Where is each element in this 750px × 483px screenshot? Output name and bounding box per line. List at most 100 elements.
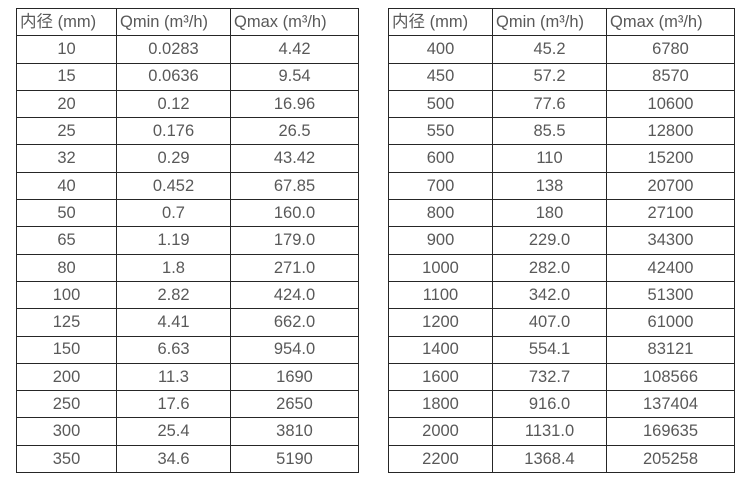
cell-qmax: 662.0: [230, 308, 359, 337]
cell-inner-diameter: 40: [16, 171, 117, 201]
cell-inner-diameter: 250: [16, 390, 117, 419]
table-row: 900 229.0 34300: [388, 226, 735, 255]
cell-qmin: 0.7: [116, 199, 231, 228]
flow-rate-table-large-diameters: 内径 (mm) Qmin (m³/h) Qmax (m³/h) 400 45.2 6…: [388, 7, 735, 474]
header-qmin: Qmin (m³/h): [492, 7, 607, 37]
cell-qmax: 5190: [230, 444, 359, 474]
cell-qmax: 67.85: [230, 171, 359, 201]
cell-qmax: 2650: [230, 390, 359, 419]
cell-qmax: 160.0: [230, 199, 359, 228]
cell-qmin: 2.82: [116, 280, 231, 310]
cell-inner-diameter: 1800: [388, 390, 493, 419]
cell-qmax: 43.42: [230, 144, 359, 173]
table-header-row: 内径 (mm) Qmin (m³/h) Qmax (m³/h): [388, 7, 735, 37]
cell-qmin: 180: [492, 199, 607, 228]
cell-qmin: 0.12: [116, 89, 231, 119]
cell-qmin: 1368.4: [492, 444, 607, 474]
cell-inner-diameter: 1200: [388, 308, 493, 337]
cell-qmin: 34.6: [116, 444, 231, 474]
cell-qmin: 45.2: [492, 35, 607, 64]
header-inner-diameter: 内径 (mm): [16, 7, 117, 37]
cell-inner-diameter: 25: [16, 117, 117, 146]
cell-qmax: 6780: [606, 35, 735, 64]
table-header-row: 内径 (mm) Qmin (m³/h) Qmax (m³/h): [16, 7, 359, 37]
table-row: 125 4.41 662.0: [16, 308, 359, 337]
cell-qmax: 108566: [606, 362, 735, 392]
cell-inner-diameter: 80: [16, 253, 117, 282]
cell-inner-diameter: 2000: [388, 417, 493, 446]
table-row: 65 1.19 179.0: [16, 226, 359, 255]
table-row: 32 0.29 43.42: [16, 144, 359, 173]
cell-inner-diameter: 500: [388, 89, 493, 119]
table-row: 1000 282.0 42400: [388, 253, 735, 282]
cell-qmax: 4.42: [230, 35, 359, 64]
cell-inner-diameter: 65: [16, 226, 117, 255]
cell-qmin: 6.63: [116, 335, 231, 364]
cell-inner-diameter: 1000: [388, 253, 493, 282]
cell-inner-diameter: 900: [388, 226, 493, 255]
cell-qmin: 342.0: [492, 280, 607, 310]
cell-qmax: 20700: [606, 171, 735, 201]
cell-qmin: 0.29: [116, 144, 231, 173]
cell-inner-diameter: 1600: [388, 362, 493, 392]
cell-qmax: 205258: [606, 444, 735, 474]
cell-inner-diameter: 50: [16, 199, 117, 228]
table-row: 1200 407.0 61000: [388, 308, 735, 337]
cell-inner-diameter: 32: [16, 144, 117, 173]
table-row: 250 17.6 2650: [16, 390, 359, 419]
table-row: 800 180 27100: [388, 199, 735, 228]
cell-qmin: 85.5: [492, 117, 607, 146]
cell-inner-diameter: 1400: [388, 335, 493, 364]
table-row: 300 25.4 3810: [16, 417, 359, 446]
cell-qmin: 0.452: [116, 171, 231, 201]
cell-qmin: 57.2: [492, 62, 607, 91]
cell-inner-diameter: 300: [16, 417, 117, 446]
table-row: 350 34.6 5190: [16, 444, 359, 474]
table-row: 100 2.82 424.0: [16, 280, 359, 310]
table-row: 600 110 15200: [388, 144, 735, 173]
table-row: 400 45.2 6780: [388, 35, 735, 64]
cell-qmin: 732.7: [492, 362, 607, 392]
cell-qmax: 26.5: [230, 117, 359, 146]
cell-inner-diameter: 10: [16, 35, 117, 64]
header-qmax: Qmax (m³/h): [230, 7, 359, 37]
cell-qmax: 954.0: [230, 335, 359, 364]
cell-inner-diameter: 1100: [388, 280, 493, 310]
cell-qmin: 1.8: [116, 253, 231, 282]
cell-qmin: 17.6: [116, 390, 231, 419]
cell-inner-diameter: 400: [388, 35, 493, 64]
cell-qmax: 9.54: [230, 62, 359, 91]
cell-qmin: 0.0283: [116, 35, 231, 64]
table-row: 550 85.5 12800: [388, 117, 735, 146]
cell-qmax: 137404: [606, 390, 735, 419]
table-row: 1100 342.0 51300: [388, 280, 735, 310]
cell-qmax: 16.96: [230, 89, 359, 119]
header-qmax: Qmax (m³/h): [606, 7, 735, 37]
cell-qmax: 12800: [606, 117, 735, 146]
cell-qmin: 407.0: [492, 308, 607, 337]
cell-inner-diameter: 800: [388, 199, 493, 228]
table-row: 50 0.7 160.0: [16, 199, 359, 228]
cell-qmax: 10600: [606, 89, 735, 119]
cell-qmax: 271.0: [230, 253, 359, 282]
table-row: 2000 1131.0 169635: [388, 417, 735, 446]
table-row: 20 0.12 16.96: [16, 89, 359, 119]
cell-qmin: 110: [492, 144, 607, 173]
header-qmin: Qmin (m³/h): [116, 7, 231, 37]
cell-inner-diameter: 20: [16, 89, 117, 119]
cell-qmax: 83121: [606, 335, 735, 364]
cell-qmin: 229.0: [492, 226, 607, 255]
header-inner-diameter: 内径 (mm): [388, 7, 493, 37]
cell-qmax: 15200: [606, 144, 735, 173]
cell-qmax: 1690: [230, 362, 359, 392]
cell-qmin: 11.3: [116, 362, 231, 392]
table-row: 200 11.3 1690: [16, 362, 359, 392]
cell-inner-diameter: 2200: [388, 444, 493, 474]
table-row: 1800 916.0 137404: [388, 390, 735, 419]
table-row: 1600 732.7 108566: [388, 362, 735, 392]
cell-qmax: 179.0: [230, 226, 359, 255]
cell-qmin: 282.0: [492, 253, 607, 282]
cell-qmax: 424.0: [230, 280, 359, 310]
cell-qmax: 51300: [606, 280, 735, 310]
table-row: 80 1.8 271.0: [16, 253, 359, 282]
